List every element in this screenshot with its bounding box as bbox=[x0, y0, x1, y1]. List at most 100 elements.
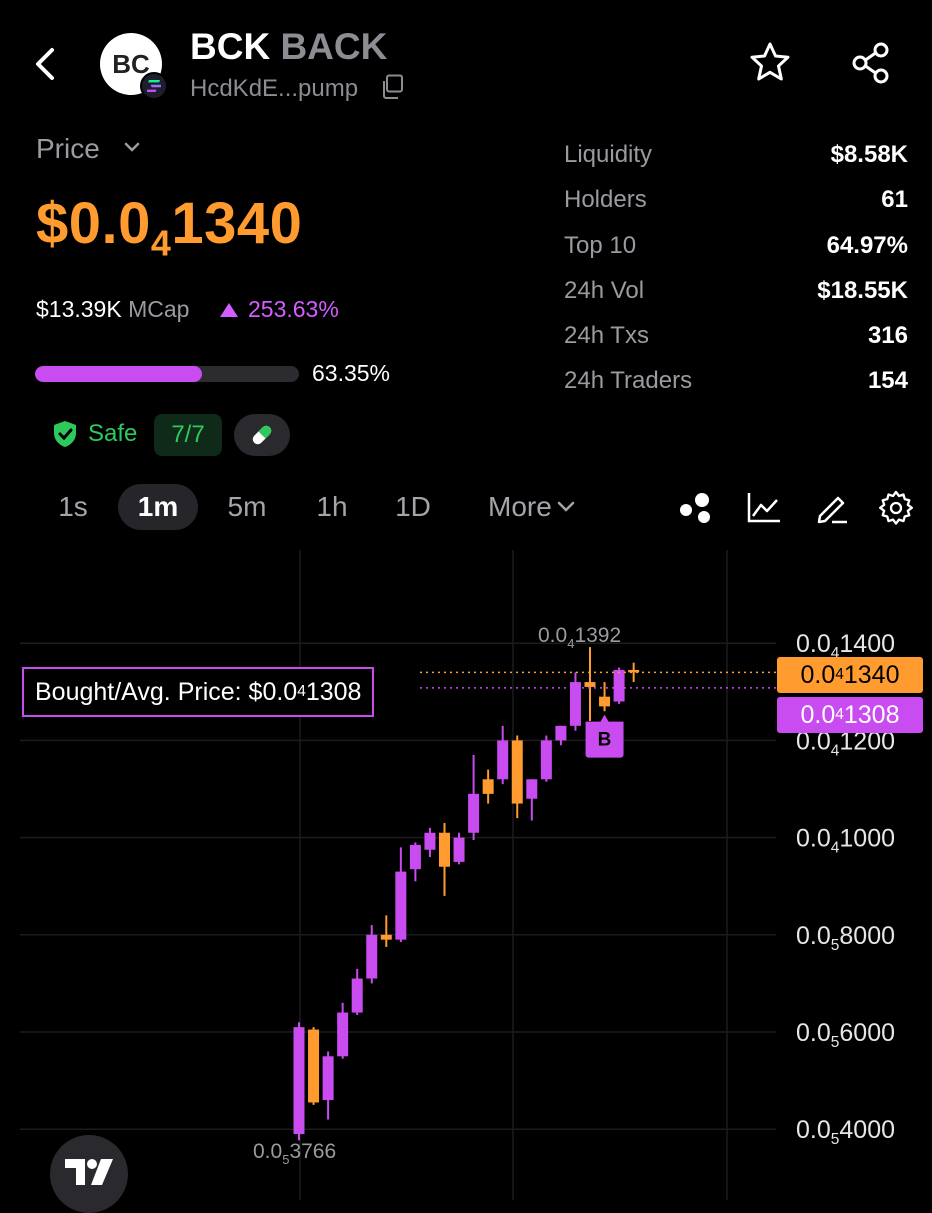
tab-1m[interactable]: 1m bbox=[118, 484, 198, 530]
stat-value: 154 bbox=[867, 367, 908, 394]
high-price-label: 0.041392 bbox=[538, 624, 621, 651]
tag-pre: 0.0 bbox=[800, 660, 836, 689]
shield-check-icon bbox=[54, 421, 76, 447]
more-timeframes-dropdown[interactable]: More bbox=[488, 484, 576, 530]
candle-body bbox=[366, 934, 378, 979]
price-zero-count: 4 bbox=[150, 222, 172, 264]
solana-chain-icon bbox=[140, 72, 168, 100]
candle-body bbox=[380, 934, 392, 940]
candle-body bbox=[497, 740, 509, 780]
candle-body bbox=[613, 669, 625, 702]
buy-marker: B bbox=[585, 714, 624, 758]
chart-grid bbox=[20, 550, 776, 1200]
stat-label: 24h Vol bbox=[564, 277, 645, 304]
stat-label: Top 10 bbox=[564, 232, 637, 259]
current-price-tag: 0.0 4 1340 bbox=[777, 657, 923, 693]
tag-zeros: 4 bbox=[835, 706, 844, 723]
back-arrow-icon[interactable] bbox=[30, 42, 64, 86]
y-tick-label: 0.056000 bbox=[796, 1019, 895, 1051]
candle-body bbox=[540, 740, 552, 780]
token-title: BCK BACK bbox=[190, 26, 387, 68]
stat-row-liquidity: Liquidity $8.58K bbox=[564, 141, 908, 169]
stat-row-24h-vol: 24h Vol $18.55K bbox=[564, 277, 908, 305]
candle-body bbox=[322, 1056, 334, 1101]
high-low-labels: 0.041392 0.053766 bbox=[253, 624, 621, 1167]
change-value: 253.63% bbox=[248, 296, 339, 322]
y-tick-label: 0.041400 bbox=[796, 630, 895, 662]
stat-value: $18.55K bbox=[817, 277, 908, 304]
tag-digits: 1340 bbox=[843, 660, 900, 689]
bought-zero-count: 4 bbox=[297, 683, 306, 700]
chevron-down-icon bbox=[557, 501, 575, 512]
bonding-curve-progress bbox=[35, 366, 299, 382]
tag-digits: 1308 bbox=[843, 700, 900, 729]
y-tick-label: 0.058000 bbox=[796, 922, 895, 954]
tradingview-icon bbox=[65, 1159, 113, 1185]
candle-body bbox=[453, 837, 465, 862]
favorite-star-icon[interactable] bbox=[748, 40, 792, 84]
token-avatar: BC bbox=[100, 33, 162, 95]
bought-avg-price-label: Bought/Avg. Price: $0.0 4 1308 bbox=[22, 667, 375, 717]
buy-marker-bubble bbox=[585, 714, 624, 758]
candle-body bbox=[439, 832, 450, 867]
pill-button[interactable] bbox=[234, 414, 290, 456]
draw-tool-icon[interactable] bbox=[812, 488, 852, 528]
stat-label: Liquidity bbox=[564, 141, 653, 168]
price-chart[interactable]: B 0.0414000.0412000.0410000.0580000.0560… bbox=[0, 550, 932, 1200]
tab-1s[interactable]: 1s bbox=[58, 491, 88, 522]
copy-icon[interactable] bbox=[380, 74, 404, 100]
y-tick-label: 0.054000 bbox=[796, 1116, 895, 1148]
candle-body bbox=[409, 844, 421, 870]
low-price-label: 0.053766 bbox=[253, 1140, 336, 1167]
candle-body bbox=[569, 682, 581, 726]
stat-row-24h-traders: 24h Traders 154 bbox=[564, 367, 908, 395]
stat-row-24h-txs: 24h Txs 316 bbox=[564, 322, 908, 350]
tradingview-logo[interactable] bbox=[50, 1135, 128, 1213]
candle-body bbox=[337, 1012, 349, 1057]
candles: B bbox=[293, 647, 776, 1141]
stat-value: 64.97% bbox=[826, 232, 908, 259]
token-symbol: BCK bbox=[190, 26, 271, 67]
bought-label: Bought/Avg. Price: $0.0 bbox=[35, 677, 298, 706]
safety-score-badge[interactable]: 7/7 bbox=[154, 414, 222, 456]
candle-body bbox=[293, 1027, 305, 1135]
pill-icon bbox=[252, 425, 272, 445]
market-cap: $13.39K MCap bbox=[36, 296, 189, 323]
more-label: More bbox=[488, 491, 552, 522]
price-digits: 1340 bbox=[171, 191, 303, 256]
tab-1d[interactable]: 1D bbox=[395, 491, 431, 522]
price-selector[interactable]: Price bbox=[36, 133, 100, 164]
tab-5m[interactable]: 5m bbox=[227, 491, 267, 522]
price-change: 253.63% bbox=[218, 296, 339, 323]
price-prefix: $0.0 bbox=[36, 191, 151, 256]
mcap-label: MCap bbox=[128, 296, 190, 322]
candle-body bbox=[482, 779, 494, 794]
indicators-icon[interactable] bbox=[676, 488, 716, 528]
chevron-down-icon[interactable] bbox=[122, 140, 142, 154]
chart-type-icon[interactable] bbox=[744, 488, 784, 528]
candle-body bbox=[308, 1029, 320, 1103]
y-tick-label: 0.041000 bbox=[796, 825, 895, 857]
candle-body bbox=[511, 740, 523, 804]
stat-row-holders: Holders 61 bbox=[564, 186, 908, 214]
candle-body bbox=[351, 978, 363, 1013]
stat-value: 61 bbox=[881, 186, 908, 213]
candle-body bbox=[395, 871, 407, 940]
bought-digits: 1308 bbox=[305, 677, 362, 706]
stat-label: 24h Txs bbox=[564, 322, 649, 349]
candle-body bbox=[526, 779, 538, 799]
stat-value: $8.58K bbox=[830, 141, 908, 168]
progress-fill bbox=[35, 366, 203, 382]
candle-body bbox=[468, 793, 480, 833]
settings-gear-icon[interactable] bbox=[876, 488, 916, 528]
candle-body bbox=[555, 725, 567, 741]
share-icon[interactable] bbox=[850, 41, 892, 85]
candle-body bbox=[584, 682, 596, 687]
safe-indicator[interactable]: Safe bbox=[52, 420, 137, 448]
stat-row-top10: Top 10 64.97% bbox=[564, 232, 908, 260]
token-address[interactable]: HcdKdE...pump bbox=[190, 75, 359, 102]
buy-marker-label: B bbox=[598, 730, 612, 751]
stat-label: Holders bbox=[564, 186, 647, 213]
tab-1h[interactable]: 1h bbox=[316, 491, 348, 522]
y-axis-labels: 0.0414000.0412000.0410000.0580000.056000… bbox=[796, 630, 895, 1148]
